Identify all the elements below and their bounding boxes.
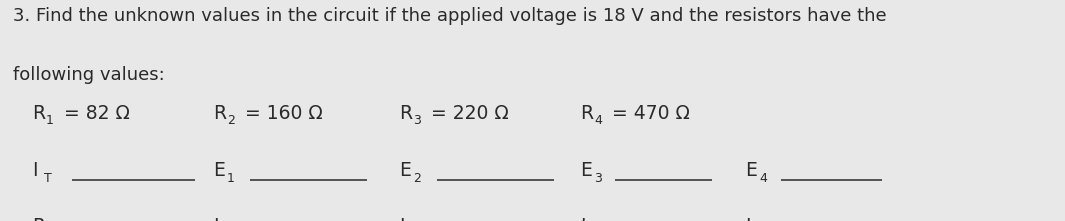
Text: I: I	[746, 217, 751, 221]
Text: 1: 1	[227, 172, 234, 185]
Text: 2: 2	[413, 172, 421, 185]
Text: = 220 Ω: = 220 Ω	[425, 104, 509, 123]
Text: E: E	[213, 161, 225, 180]
Text: T: T	[44, 172, 51, 185]
Text: I: I	[399, 217, 405, 221]
Text: 3: 3	[413, 114, 421, 127]
Text: R: R	[32, 104, 45, 123]
Text: I: I	[213, 217, 218, 221]
Text: E: E	[746, 161, 757, 180]
Text: = 82 Ω: = 82 Ω	[58, 104, 129, 123]
Text: R: R	[399, 104, 412, 123]
Text: 3. Find the unknown values in the circuit if the applied voltage is 18 V and the: 3. Find the unknown values in the circui…	[13, 7, 886, 25]
Text: 2: 2	[227, 114, 234, 127]
Text: I: I	[32, 161, 37, 180]
Text: = 470 Ω: = 470 Ω	[606, 104, 690, 123]
Text: 1: 1	[46, 114, 53, 127]
Text: 4: 4	[594, 114, 602, 127]
Text: E: E	[399, 161, 411, 180]
Text: 3: 3	[594, 172, 602, 185]
Text: I: I	[580, 217, 586, 221]
Text: = 160 Ω: = 160 Ω	[239, 104, 323, 123]
Text: following values:: following values:	[13, 66, 164, 84]
Text: R: R	[32, 217, 45, 221]
Text: R: R	[213, 104, 226, 123]
Text: 4: 4	[759, 172, 767, 185]
Text: E: E	[580, 161, 592, 180]
Text: R: R	[580, 104, 593, 123]
